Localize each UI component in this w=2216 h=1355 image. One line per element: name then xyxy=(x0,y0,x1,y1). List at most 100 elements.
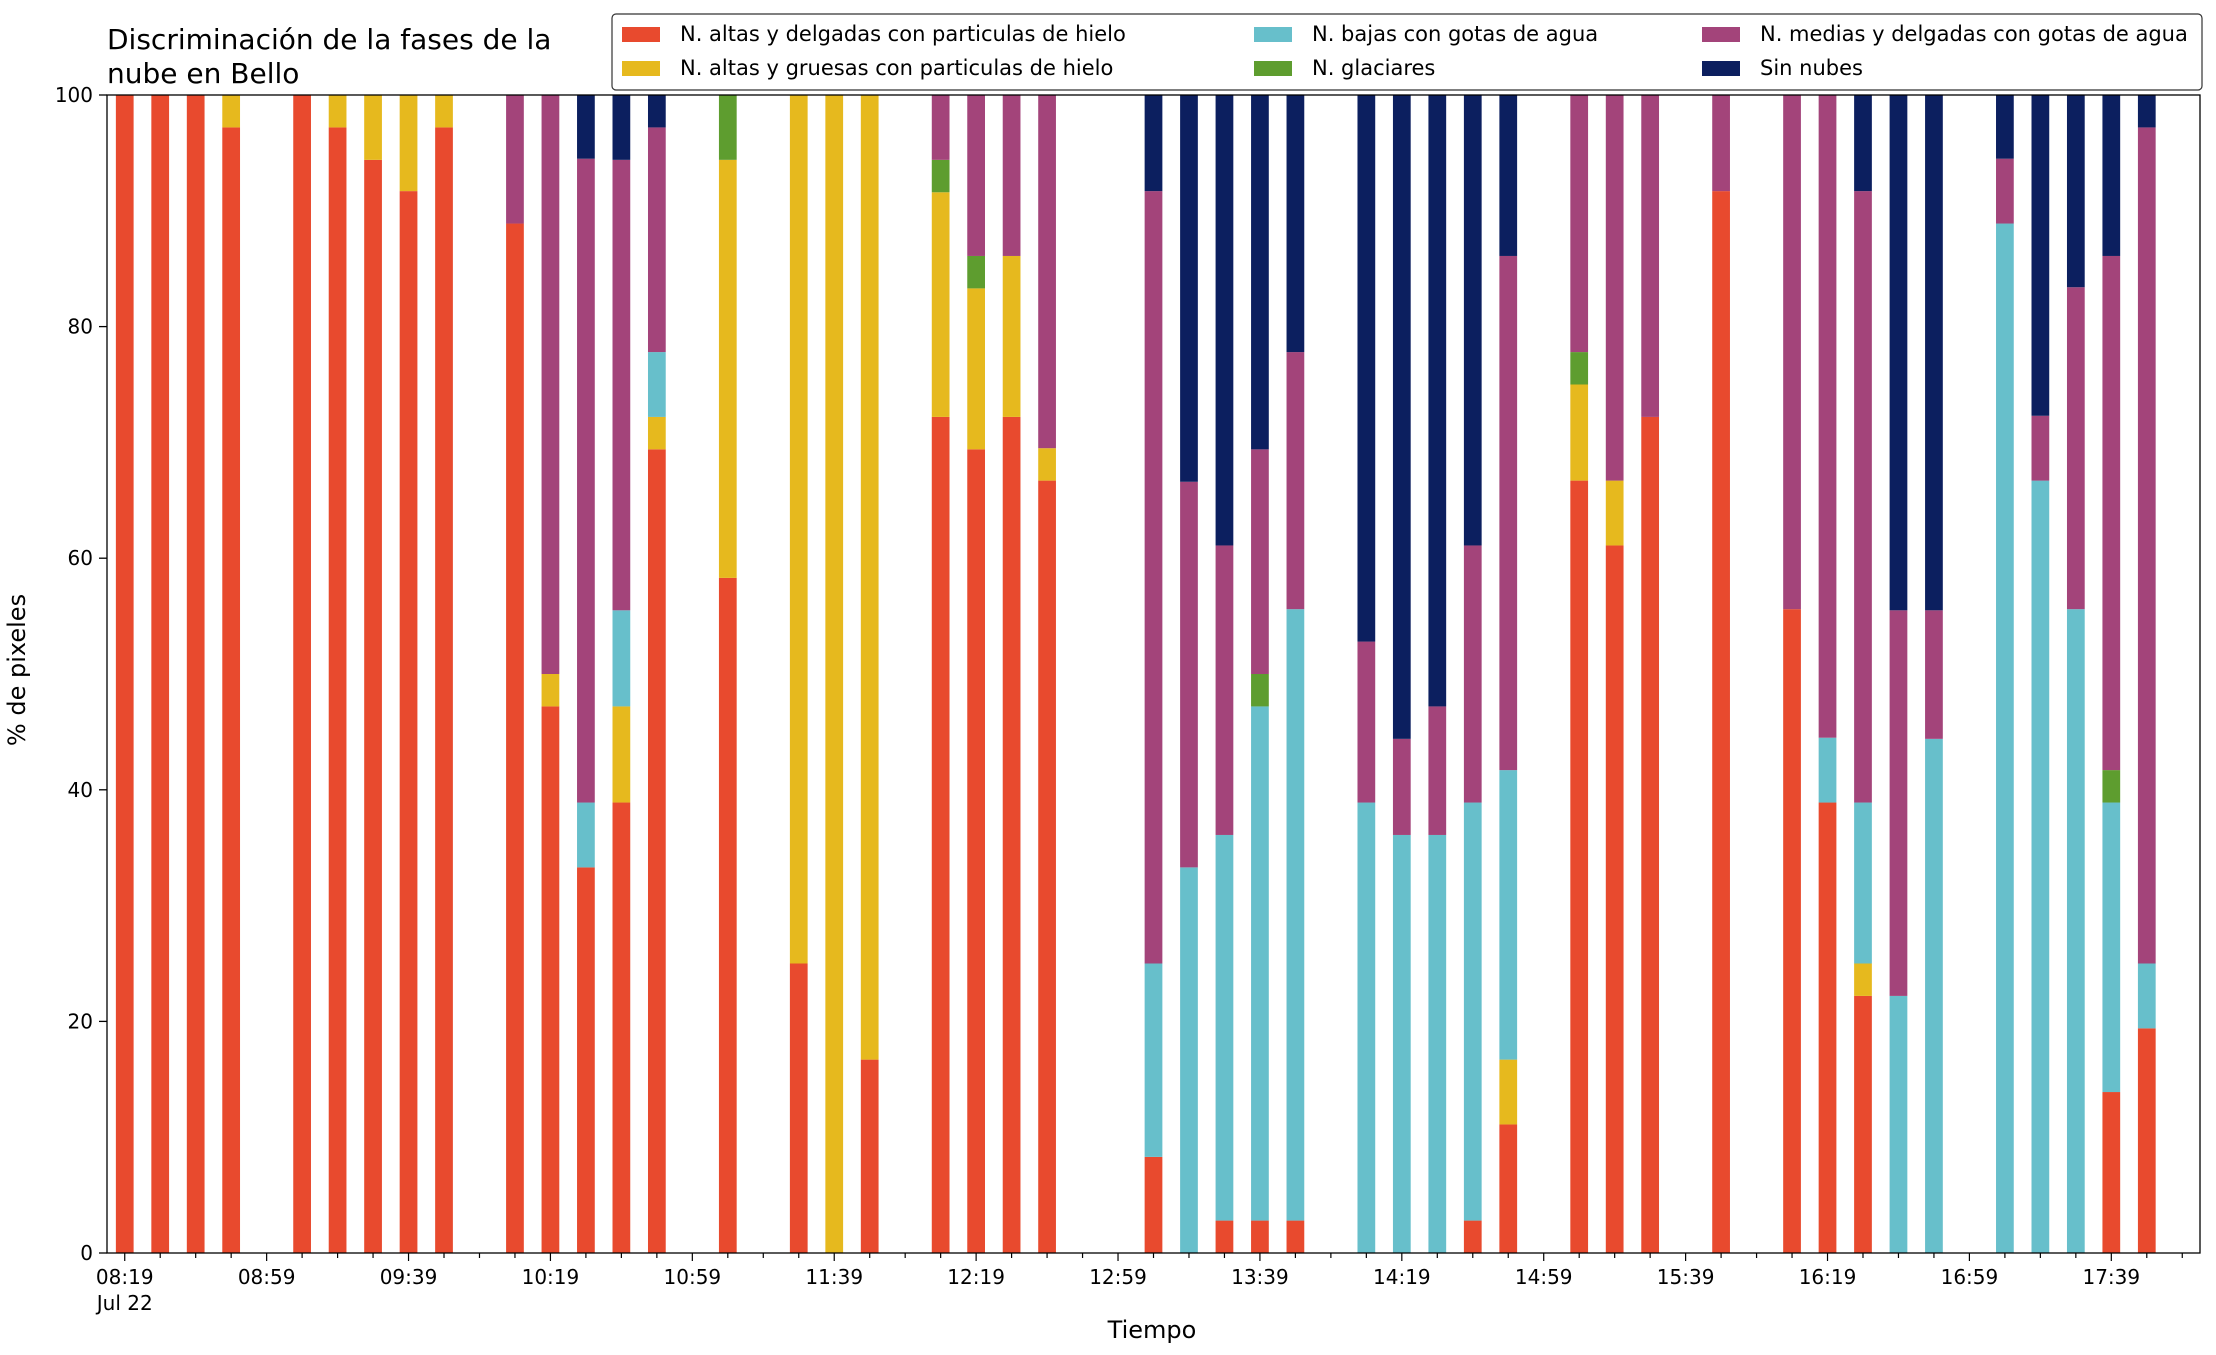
legend-item-sin_nubes: Sin nubes xyxy=(1702,56,1863,80)
bar-segment-medias_agua xyxy=(1357,641,1376,803)
bar-stack xyxy=(541,95,560,1253)
bar-segment-altas_delgadas xyxy=(718,577,737,1253)
bar-segment-altas_delgadas xyxy=(1463,1220,1482,1253)
bar-segment-altas_delgadas xyxy=(1251,1220,1269,1253)
bar-segment-altas_delgadas xyxy=(435,127,453,1253)
legend-swatch xyxy=(1702,61,1740,76)
bar-stack xyxy=(222,95,241,1253)
bar-stack xyxy=(399,95,418,1254)
bar-segment-sin_nubes xyxy=(1357,95,1376,642)
bar-segment-altas_gruesas xyxy=(222,95,241,128)
bar-stack xyxy=(151,95,170,1253)
bar-segment-altas_gruesas xyxy=(364,95,382,160)
bar-segment-bajas_agua xyxy=(1818,737,1837,803)
bar-segment-altas_delgadas xyxy=(1641,416,1660,1253)
bar-segment-altas_delgadas xyxy=(647,449,666,1254)
bar-stack xyxy=(1251,95,1269,1253)
chart-title-line-2: nube en Bello xyxy=(107,57,299,90)
bar-segment-medias_agua xyxy=(1215,545,1234,835)
bar-stack xyxy=(1570,95,1589,1253)
bar-segment-medias_agua xyxy=(541,95,560,674)
bar-segment-sin_nubes xyxy=(1889,95,1908,611)
x-tick-label: 09:39 xyxy=(380,1265,438,1289)
bar-segment-sin_nubes xyxy=(612,95,631,160)
bar-stack xyxy=(293,95,311,1253)
bar-segment-altas_delgadas xyxy=(1215,1220,1234,1253)
bar-stack xyxy=(186,95,205,1253)
x-tick-sublabel: Jul 22 xyxy=(95,1291,153,1315)
bar-segment-bajas_agua xyxy=(1357,802,1376,1253)
bar-segment-glaciares xyxy=(967,255,985,289)
bar-stack xyxy=(1996,95,2014,1253)
bar-stack xyxy=(1889,95,1908,1253)
bar-segment-bajas_agua xyxy=(612,610,631,707)
x-tick-label: 13:39 xyxy=(1231,1265,1289,1289)
bar-segment-sin_nubes xyxy=(1925,95,1943,611)
bar-segment-altas_delgadas xyxy=(967,449,985,1254)
bar-segment-altas_delgadas xyxy=(789,963,808,1253)
bar-segment-medias_agua xyxy=(931,95,950,160)
bar-segment-medias_agua xyxy=(1428,706,1447,835)
bar-stack xyxy=(860,95,879,1253)
bar-segment-bajas_agua xyxy=(1925,738,1943,1253)
bar-segment-sin_nubes xyxy=(1144,95,1163,192)
bar-stack xyxy=(967,95,985,1254)
bar-segment-altas_delgadas xyxy=(399,191,418,1254)
bar-segment-medias_agua xyxy=(612,159,631,611)
x-tick-label: 16:19 xyxy=(1799,1265,1857,1289)
bar-segment-altas_delgadas xyxy=(1286,1220,1305,1253)
bar-segment-altas_gruesas xyxy=(1605,480,1624,546)
chart-title: Discriminación de la fases de la nube en… xyxy=(107,23,551,90)
bar-segment-sin_nubes xyxy=(1996,95,2014,159)
bar-segment-sin_nubes xyxy=(1463,95,1482,546)
legend-item-bajas_agua: N. bajas con gotas de agua xyxy=(1254,22,1598,46)
bar-segment-altas_delgadas xyxy=(364,159,382,1254)
legend-label: N. bajas con gotas de agua xyxy=(1312,22,1598,46)
bar-stack xyxy=(1854,95,1872,1253)
bar-segment-glaciares xyxy=(1570,352,1589,385)
bar-segment-altas_delgadas xyxy=(860,1059,879,1253)
legend-swatch xyxy=(622,27,660,42)
bar-stack xyxy=(1605,95,1624,1253)
y-tick-label: 40 xyxy=(68,778,93,802)
bar-segment-medias_agua xyxy=(1038,95,1056,449)
bar-segment-medias_agua xyxy=(1180,481,1198,868)
bar-stack xyxy=(2137,95,2156,1253)
bar-segment-altas_gruesas xyxy=(1499,1059,1518,1125)
bar-segment-medias_agua xyxy=(1392,738,1411,835)
bar-segment-bajas_agua xyxy=(1392,834,1411,1253)
y-tick-label: 100 xyxy=(55,83,93,107)
bar-segment-medias_agua xyxy=(2102,255,2121,771)
bar-segment-altas_delgadas xyxy=(577,867,595,1253)
bar-stack xyxy=(647,95,666,1254)
bar-segment-glaciares xyxy=(718,95,737,160)
bar-segment-bajas_agua xyxy=(1215,834,1234,1221)
bar-segment-altas_delgadas xyxy=(1570,480,1589,1253)
legend-swatch xyxy=(622,61,660,76)
bar-stack xyxy=(506,95,524,1253)
bar-segment-sin_nubes xyxy=(2102,95,2121,256)
bar-segment-sin_nubes xyxy=(647,95,666,128)
bar-segment-altas_delgadas xyxy=(151,95,170,1253)
bar-segment-medias_agua xyxy=(1889,610,1908,996)
bar-segment-medias_agua xyxy=(1144,191,1163,964)
bar-segment-sin_nubes xyxy=(1180,95,1198,482)
legend: N. altas y delgadas con particulas de hi… xyxy=(611,13,2203,91)
bar-segment-medias_agua xyxy=(1925,610,1943,739)
bar-stack xyxy=(328,95,347,1253)
bar-stack xyxy=(1712,95,1730,1254)
bar-segment-sin_nubes xyxy=(1392,95,1411,739)
bar-segment-altas_gruesas xyxy=(399,95,418,192)
bar-segment-bajas_agua xyxy=(1428,834,1447,1253)
bar-segment-altas_gruesas xyxy=(435,95,453,128)
bar-stack xyxy=(1180,95,1198,1253)
bar-segment-medias_agua xyxy=(577,158,595,803)
bar-segment-sin_nubes xyxy=(577,95,595,159)
legend-frame xyxy=(611,13,2203,91)
y-tick-label: 80 xyxy=(68,315,93,339)
bar-segment-altas_gruesas xyxy=(860,95,879,1060)
bar-stack xyxy=(1818,95,1837,1253)
bar-segment-bajas_agua xyxy=(2031,480,2050,1253)
x-tick-label: 14:59 xyxy=(1515,1265,1573,1289)
